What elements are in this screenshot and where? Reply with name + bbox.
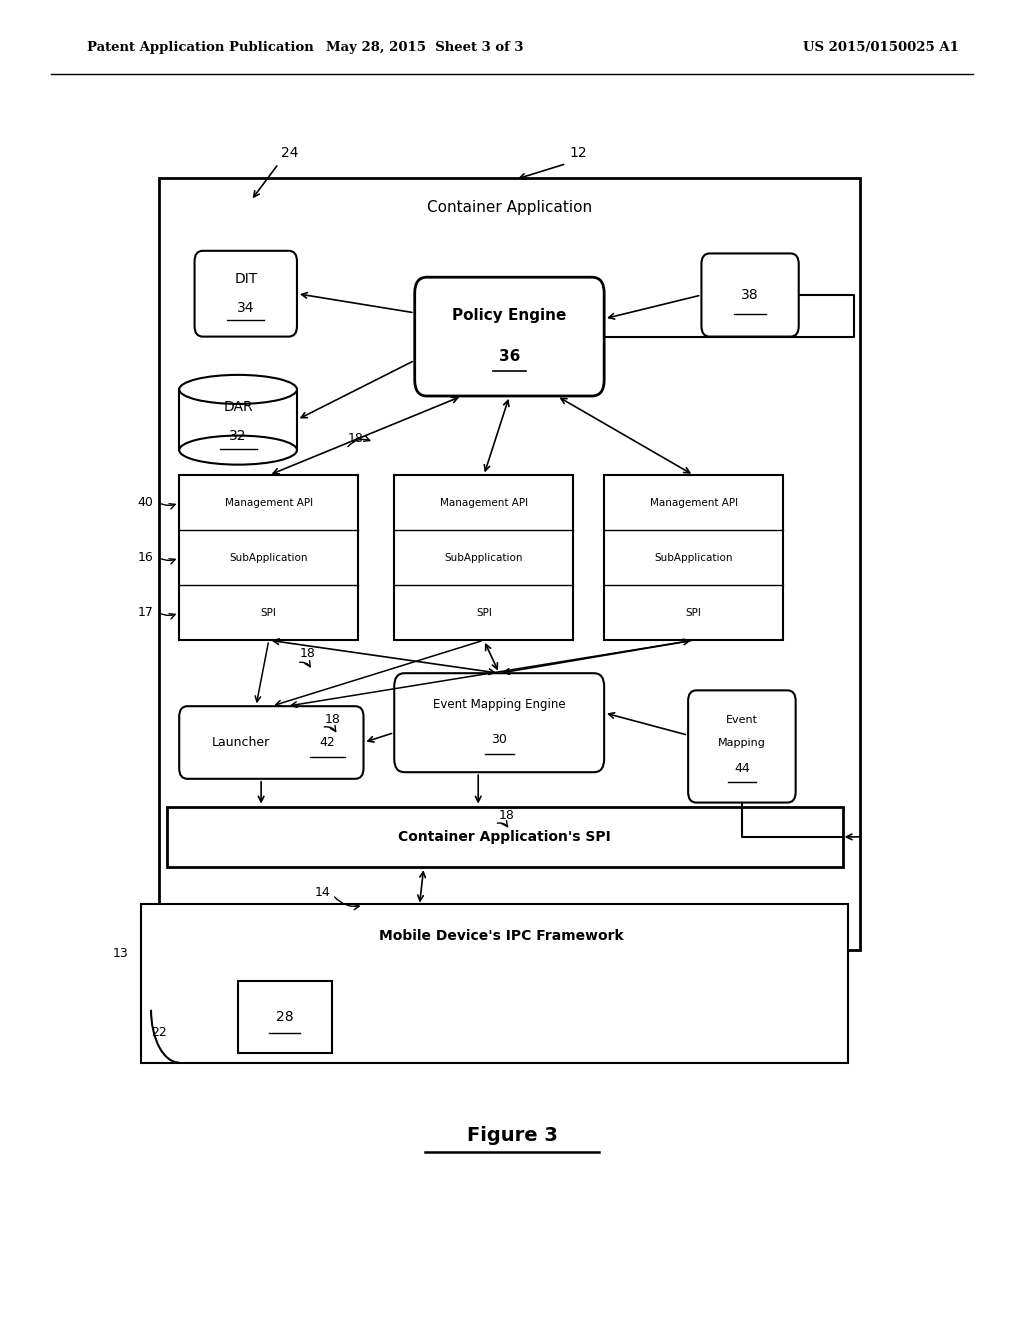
- FancyBboxPatch shape: [688, 690, 796, 803]
- Text: SPI: SPI: [686, 607, 701, 618]
- Text: SPI: SPI: [476, 607, 492, 618]
- Text: Container Application's SPI: Container Application's SPI: [398, 830, 611, 843]
- Bar: [394, 475, 573, 640]
- FancyBboxPatch shape: [179, 706, 364, 779]
- Ellipse shape: [179, 375, 297, 404]
- FancyBboxPatch shape: [415, 277, 604, 396]
- Text: 42: 42: [319, 737, 336, 748]
- Text: 44: 44: [734, 763, 750, 775]
- Text: 32: 32: [229, 429, 247, 442]
- Text: Patent Application Publication: Patent Application Publication: [87, 41, 313, 54]
- Text: Management API: Management API: [439, 498, 528, 508]
- Text: 17: 17: [137, 606, 154, 619]
- Text: 36: 36: [499, 348, 520, 364]
- Bar: [238, 981, 332, 1053]
- Text: 18: 18: [299, 647, 315, 660]
- Text: 18: 18: [499, 809, 515, 822]
- Text: May 28, 2015  Sheet 3 of 3: May 28, 2015 Sheet 3 of 3: [327, 41, 523, 54]
- Text: 12: 12: [569, 147, 588, 160]
- Text: Management API: Management API: [649, 498, 738, 508]
- Text: 30: 30: [492, 734, 507, 746]
- FancyBboxPatch shape: [394, 673, 604, 772]
- Text: 38: 38: [741, 288, 759, 302]
- Text: Event: Event: [726, 715, 758, 725]
- Bar: [141, 904, 848, 1063]
- Bar: [167, 807, 843, 867]
- Ellipse shape: [179, 436, 297, 465]
- Text: 18: 18: [347, 432, 364, 445]
- Text: 22: 22: [151, 1026, 167, 1039]
- Text: Event Mapping Engine: Event Mapping Engine: [433, 698, 565, 710]
- Text: Mapping: Mapping: [718, 738, 766, 747]
- Bar: [179, 475, 358, 640]
- Bar: [159, 178, 860, 950]
- Text: DIT: DIT: [234, 272, 257, 286]
- Text: 34: 34: [237, 301, 255, 315]
- Bar: [604, 475, 783, 640]
- Text: US 2015/0150025 A1: US 2015/0150025 A1: [803, 41, 958, 54]
- Bar: [159, 906, 845, 966]
- Text: SubApplication: SubApplication: [654, 553, 733, 562]
- Text: 13: 13: [113, 946, 129, 960]
- Text: 16: 16: [138, 552, 154, 564]
- Text: Management API: Management API: [224, 498, 313, 508]
- Text: DAR: DAR: [223, 400, 253, 413]
- FancyBboxPatch shape: [195, 251, 297, 337]
- Text: 18: 18: [325, 713, 341, 726]
- Text: Mobile Device's IPC Framework: Mobile Device's IPC Framework: [380, 929, 624, 942]
- Text: SubApplication: SubApplication: [229, 553, 308, 562]
- Text: SubApplication: SubApplication: [444, 553, 523, 562]
- Text: Launcher: Launcher: [212, 737, 269, 748]
- Text: Policy Engine: Policy Engine: [453, 308, 566, 323]
- Text: 24: 24: [281, 147, 299, 160]
- FancyBboxPatch shape: [701, 253, 799, 337]
- Text: 40: 40: [137, 496, 154, 510]
- Text: Container Application: Container Application: [427, 199, 592, 215]
- Text: SPI: SPI: [261, 607, 276, 618]
- Text: 14: 14: [314, 886, 331, 899]
- Text: Figure 3: Figure 3: [467, 1126, 557, 1144]
- Text: 28: 28: [275, 1010, 294, 1024]
